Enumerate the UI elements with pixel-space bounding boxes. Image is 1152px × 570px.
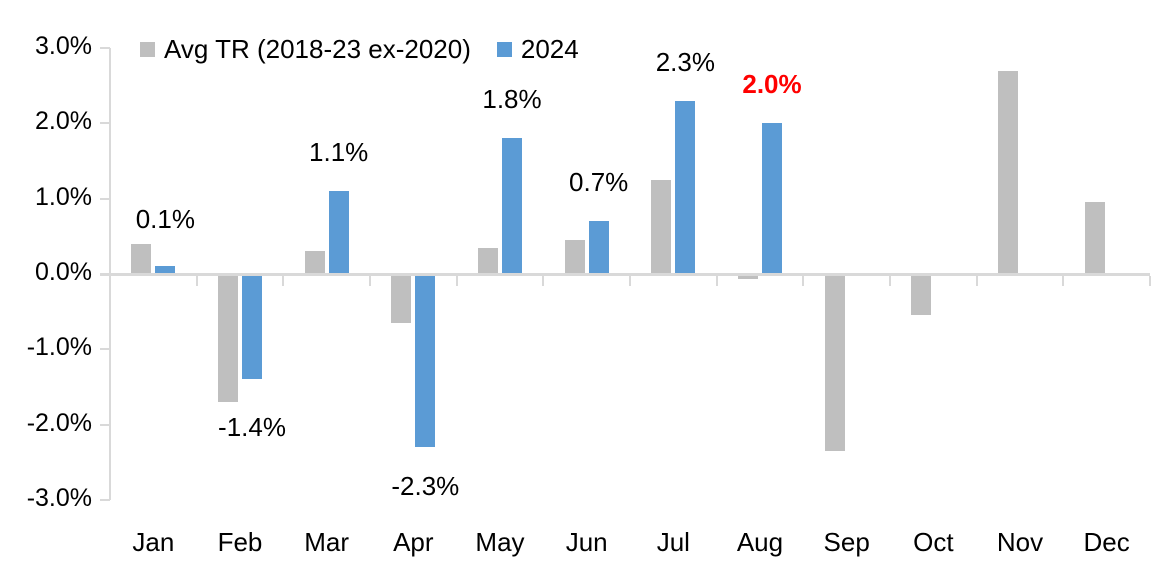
legend-label-avg-tr: Avg TR (2018-23 ex-2020) xyxy=(164,34,471,64)
bar-2024-apr xyxy=(415,274,436,448)
x-tick-mark xyxy=(629,276,631,286)
bar-avg-tr-2018-23-ex-2020-feb xyxy=(218,274,238,403)
y-tick-label: -2.0% xyxy=(26,408,92,437)
y-tick-label: 3.0% xyxy=(35,32,92,60)
x-tick-mark xyxy=(975,276,978,286)
bar-avg-tr-2018-23-ex-2020-mar xyxy=(304,251,325,274)
x-tick-label-feb: Feb xyxy=(217,527,263,557)
y-tick-mark xyxy=(100,122,110,125)
data-label-2024-mar: 1.1% xyxy=(309,137,369,168)
data-label-2024-jun: 0.7% xyxy=(569,167,629,198)
x-tick-mark xyxy=(109,276,111,286)
x-tick-label-oct: Oct xyxy=(913,527,954,557)
x-tick-mark xyxy=(369,276,371,286)
x-tick-mark xyxy=(802,276,805,286)
legend-label-2024: 2024 xyxy=(520,34,579,64)
y-tick-mark xyxy=(100,423,110,426)
bar-avg-tr-2018-23-ex-2020-jan xyxy=(131,243,152,274)
legend-item-avg-tr: Avg TR (2018-23 ex-2020) xyxy=(140,34,471,65)
x-tick-label-nov: Nov xyxy=(996,527,1044,557)
bar-avg-tr-2018-23-ex-2020-may xyxy=(478,247,498,274)
x-tick-label-jul: Jul xyxy=(656,527,690,557)
legend-swatch-2024 xyxy=(496,42,512,57)
data-label-2024-may: 1.8% xyxy=(482,84,542,115)
data-label-2024-jul: 2.3% xyxy=(655,46,715,77)
x-tick-label-jan: Jan xyxy=(132,527,175,557)
data-label-2024-aug: 2.0% xyxy=(742,69,802,100)
x-tick-label-apr: Apr xyxy=(393,527,434,557)
bar-avg-tr-2018-23-ex-2020-jul xyxy=(651,179,672,274)
y-tick-label: -3.0% xyxy=(26,483,92,512)
data-label-2024-apr: -2.3% xyxy=(391,471,460,502)
y-tick-label: -1.0% xyxy=(26,333,92,362)
bar-avg-tr-2018-23-ex-2020-oct xyxy=(911,274,932,316)
x-tick-mark xyxy=(889,276,891,286)
bar-avg-tr-2018-23-ex-2020-dec xyxy=(1084,202,1105,274)
bar-2024-jul xyxy=(675,100,696,274)
y-tick-label: 1.0% xyxy=(35,182,92,211)
x-axis-line xyxy=(100,273,1150,276)
y-tick-mark xyxy=(100,498,110,501)
bar-avg-tr-2018-23-ex-2020-aug xyxy=(738,274,758,280)
legend-item-2024: 2024 xyxy=(496,34,579,65)
bar-2024-jan xyxy=(155,266,176,274)
y-tick-label: 2.0% xyxy=(35,107,92,136)
x-tick-mark xyxy=(1062,276,1065,286)
x-tick-label-jun: Jun xyxy=(565,527,608,557)
data-label-2024-jan: 0.1% xyxy=(135,203,195,234)
x-tick-label-aug: Aug xyxy=(736,527,784,557)
legend: Avg TR (2018-23 ex-2020) 2024 xyxy=(140,34,579,65)
bar-2024-jun xyxy=(588,221,609,274)
x-tick-label-sep: Sep xyxy=(823,527,870,557)
bar-2024-may xyxy=(502,138,522,274)
x-tick-mark xyxy=(455,276,458,286)
bar-avg-tr-2018-23-ex-2020-jun xyxy=(564,240,585,274)
x-tick-label-dec: Dec xyxy=(1083,527,1130,557)
y-tick-mark xyxy=(100,47,110,49)
bar-2024-mar xyxy=(328,191,349,274)
bar-2024-aug xyxy=(762,123,782,274)
x-tick-mark xyxy=(195,276,198,286)
x-tick-label-mar: Mar xyxy=(304,527,350,557)
y-tick-label: 0.0% xyxy=(35,258,92,286)
x-tick-mark xyxy=(282,276,285,286)
y-tick-mark xyxy=(100,348,110,351)
y-tick-mark xyxy=(100,197,110,200)
x-tick-mark xyxy=(1149,276,1151,286)
x-tick-mark xyxy=(715,276,718,286)
bar-2024-feb xyxy=(242,274,262,380)
bar-avg-tr-2018-23-ex-2020-sep xyxy=(824,274,845,452)
bar-avg-tr-2018-23-ex-2020-apr xyxy=(391,274,412,323)
legend-swatch-avg-tr xyxy=(140,42,155,57)
x-tick-label-may: May xyxy=(475,527,525,557)
x-tick-mark xyxy=(542,276,545,286)
bar-avg-tr-2018-23-ex-2020-nov xyxy=(998,70,1018,274)
data-label-2024-feb: -1.4% xyxy=(218,412,286,443)
